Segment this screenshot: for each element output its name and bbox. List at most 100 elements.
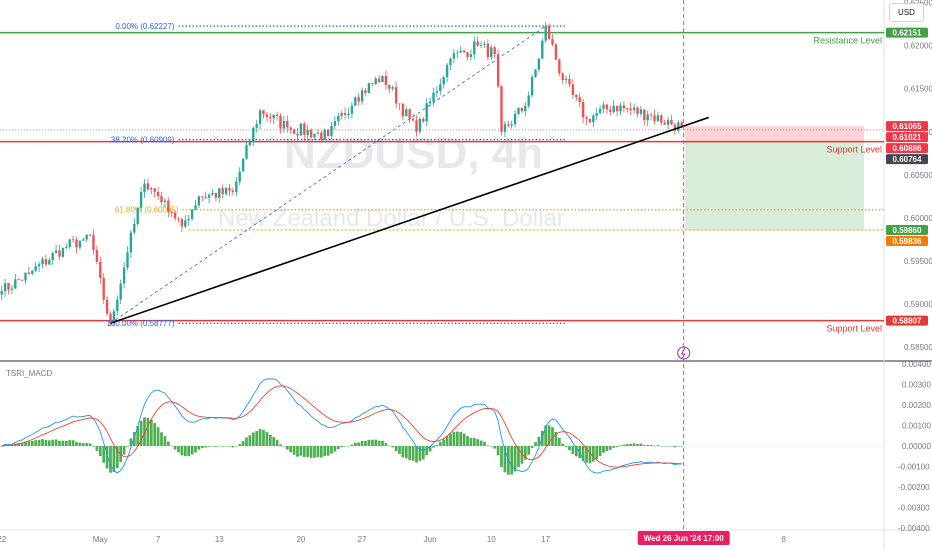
- histogram-bar: [510, 446, 514, 475]
- histogram-bar: [319, 446, 323, 458]
- candle-body: [258, 110, 262, 124]
- candle-body: [153, 188, 156, 192]
- candle-body: [78, 240, 82, 248]
- trendline: [110, 116, 709, 324]
- candle-body: [456, 52, 459, 54]
- candle-body: [602, 104, 605, 109]
- fib-diagonal: [110, 25, 546, 324]
- candle-body: [666, 120, 670, 125]
- date-badge-text: Wed 26 Jun '24 17:00: [644, 534, 725, 543]
- candle-body: [588, 118, 592, 123]
- candle-body: [48, 260, 51, 265]
- price-badge: [886, 154, 928, 165]
- histogram-bar: [370, 439, 374, 446]
- candle-body: [381, 75, 384, 83]
- candle-body: [160, 196, 163, 203]
- candle-body: [241, 158, 245, 172]
- fib-level-label: 38.20% (0.60909): [111, 136, 175, 145]
- candle-body: [303, 123, 306, 135]
- histogram-bar: [30, 440, 34, 446]
- histogram-bar: [98, 446, 102, 457]
- candle-body: [646, 114, 649, 121]
- histogram-bar: [360, 440, 364, 446]
- candle-body: [411, 118, 415, 121]
- histogram-bar: [58, 440, 61, 446]
- histogram-bar: [384, 443, 388, 446]
- candle-body: [534, 69, 537, 77]
- histogram-bar: [241, 441, 245, 446]
- histogram-bar: [619, 445, 622, 446]
- histogram-bar: [554, 431, 558, 446]
- candle-body: [643, 109, 646, 121]
- level-label: Support Level: [826, 145, 882, 155]
- price-badge: [886, 235, 928, 246]
- histogram-bar: [629, 443, 633, 446]
- histogram-bar: [336, 446, 340, 450]
- candle-body: [275, 114, 279, 116]
- candle-body: [513, 113, 517, 125]
- candle-body: [75, 239, 78, 248]
- short-position-tool[interactable]: [685, 126, 864, 230]
- candle-body: [493, 47, 496, 55]
- candle-body: [374, 78, 377, 85]
- candle-body: [571, 84, 575, 95]
- indicator-title: TSRI_MACD: [6, 369, 52, 378]
- candle-body: [476, 41, 479, 46]
- histogram-bar: [659, 445, 663, 447]
- histogram-bar: [302, 446, 306, 458]
- signal-line: [1, 385, 682, 468]
- histogram-bar: [323, 446, 327, 456]
- candle-body: [136, 207, 139, 224]
- histogram-bar: [187, 446, 191, 457]
- price-badge: [886, 143, 928, 154]
- candle-body: [201, 196, 204, 198]
- candle-body: [44, 259, 48, 265]
- histogram-bar: [204, 446, 208, 448]
- indicator-tick-label: -0.00200: [898, 483, 930, 492]
- candle-body: [653, 115, 656, 122]
- histogram-bar: [537, 436, 541, 446]
- indicator-tick-label: 0.00300: [902, 381, 931, 390]
- candle-body: [143, 183, 146, 193]
- histogram-bar: [333, 446, 337, 452]
- histogram-bar: [415, 446, 418, 463]
- target-zone: [685, 141, 864, 230]
- candle-body: [85, 234, 88, 240]
- histogram-bar: [217, 445, 221, 447]
- lightning-glyph: [680, 347, 686, 359]
- candle-body: [496, 54, 500, 87]
- price-badge-text: 0.60764: [893, 155, 922, 164]
- histogram-bar: [296, 446, 299, 457]
- candle-body: [520, 108, 524, 112]
- histogram-bar: [615, 446, 619, 448]
- lightning-icon[interactable]: [677, 346, 691, 360]
- histogram-bar: [598, 446, 602, 457]
- price-badge: [886, 315, 928, 326]
- histogram-bar: [0, 446, 4, 447]
- histogram-bar: [408, 446, 412, 460]
- histogram-bar: [126, 446, 129, 447]
- histogram-bar: [214, 446, 218, 447]
- histogram-bar: [173, 446, 177, 450]
- candle-body: [449, 58, 452, 65]
- candle-body: [238, 171, 241, 182]
- candle-body: [17, 279, 20, 281]
- candle-body: [367, 83, 371, 93]
- histogram-bar: [109, 446, 112, 473]
- histogram-bar: [663, 446, 667, 447]
- histogram-bar: [200, 446, 204, 449]
- histogram-bar: [316, 446, 320, 458]
- histogram-bar: [265, 432, 269, 446]
- currency-button[interactable]: USD: [889, 3, 924, 22]
- histogram-bar: [534, 442, 537, 446]
- candle-body: [673, 124, 677, 131]
- histogram-bar: [445, 436, 449, 446]
- candle-body: [235, 181, 238, 193]
- macd-line: [1, 378, 682, 474]
- time-tick-label: 8: [781, 535, 786, 544]
- candle-body: [354, 97, 357, 106]
- candle-body: [116, 299, 119, 312]
